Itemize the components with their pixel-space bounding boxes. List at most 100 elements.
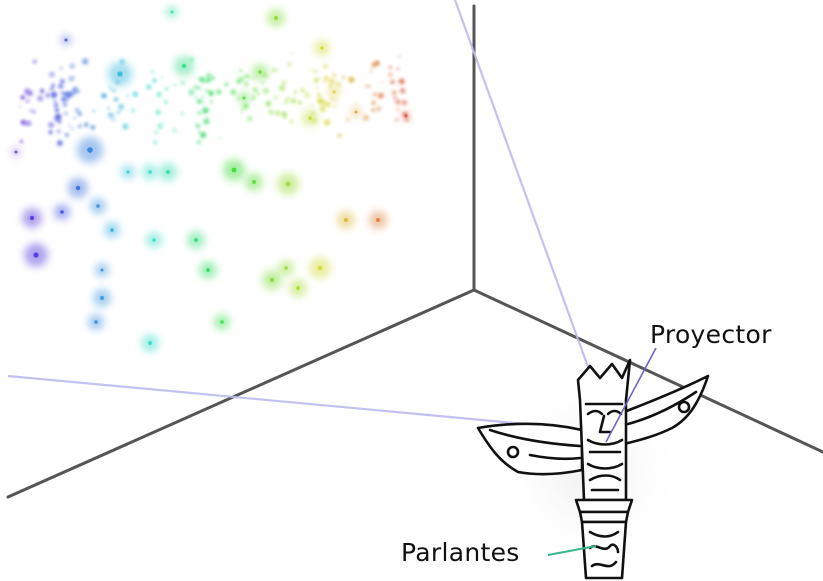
- cloud-point-small: [285, 96, 291, 103]
- cloud-point-small: [55, 113, 62, 120]
- cloud-point-small: [398, 55, 401, 58]
- cloud-point-small: [108, 85, 112, 88]
- cloud-point-small: [206, 117, 209, 119]
- cloud-point-small: [240, 108, 244, 113]
- cloud-point-small: [310, 111, 315, 116]
- cloud-point-small: [62, 102, 68, 107]
- cloud-point-small: [242, 103, 249, 110]
- speakers-label: Parlantes: [401, 538, 520, 567]
- cloud-point-core: [94, 320, 98, 324]
- cloud-point-core: [181, 63, 187, 69]
- cloud-point-small: [49, 71, 55, 78]
- cloud-point-small: [45, 93, 50, 98]
- cloud-point-small: [320, 106, 326, 113]
- totem-left-wing: [476, 422, 584, 476]
- cloud-point-small: [313, 69, 317, 73]
- cloud-point-small: [200, 132, 207, 138]
- cloud-point-small: [72, 91, 77, 95]
- cloud-point-small: [188, 89, 195, 96]
- cloud-point-small: [329, 84, 333, 88]
- cloud-point-small: [201, 95, 205, 98]
- totem-collar-band: [578, 510, 630, 524]
- cloud-point-small: [341, 75, 346, 80]
- cloud-point-core: [194, 238, 198, 242]
- cloud-point-small: [32, 110, 36, 114]
- cloud-point-small: [297, 100, 302, 105]
- cloud-point-small: [399, 87, 406, 94]
- totem-face-eye-right: [606, 409, 623, 416]
- cloud-point-core: [170, 10, 174, 14]
- totem-face-eye-left: [586, 409, 604, 416]
- cloud-point-core: [60, 210, 64, 214]
- cloud-point-core: [64, 38, 68, 42]
- cloud-point-small: [311, 117, 317, 124]
- cloud-point-small: [71, 127, 74, 130]
- cloud-point-small: [68, 124, 71, 127]
- cloud-point-small: [174, 84, 177, 87]
- cloud-point-small: [337, 133, 342, 138]
- cloud-point-small: [268, 109, 274, 115]
- cloud-point-small: [53, 99, 57, 103]
- cloud-point-small: [387, 72, 393, 78]
- cloud-point-small: [401, 100, 407, 106]
- cloud-point-small: [64, 132, 69, 138]
- cloud-point-small: [122, 123, 129, 130]
- cloud-point-small: [364, 84, 368, 88]
- cloud-point-small: [113, 89, 116, 92]
- cloud-point-small: [274, 110, 281, 116]
- cloud-point-core: [242, 96, 246, 100]
- totem-left-wing-eye: [506, 445, 520, 459]
- cloud-point-small: [62, 92, 65, 95]
- cloud-point-small: [26, 120, 32, 127]
- cloud-point-small: [252, 87, 258, 93]
- cloud-point-small: [146, 84, 152, 90]
- totem-base-detail: [588, 530, 620, 538]
- cloud-point-small: [193, 85, 198, 90]
- cloud-point-small: [90, 125, 95, 130]
- cloud-point-small: [316, 86, 320, 90]
- cloud-point-small: [265, 101, 272, 107]
- totem-face-lower: [588, 474, 622, 482]
- cloud-point-small: [256, 92, 260, 95]
- projector-leader-line: [605, 347, 657, 443]
- cloud-point-small: [50, 86, 54, 90]
- cloud-point-core: [252, 180, 256, 184]
- cloud-point-small: [54, 108, 60, 113]
- cloud-point-small: [319, 103, 324, 108]
- cloud-point-small: [57, 140, 63, 146]
- cloud-point-small: [261, 81, 265, 85]
- cloud-point-small: [111, 117, 116, 122]
- cloud-point-small: [59, 66, 63, 70]
- cloud-point-small: [278, 84, 286, 92]
- cloud-point-small: [274, 95, 278, 100]
- totem-right-wing-eye: [677, 400, 691, 414]
- cloud-point-small: [388, 65, 393, 70]
- cloud-point-small: [152, 140, 158, 145]
- cloud-point-small: [164, 86, 169, 91]
- cloud-point-small: [82, 58, 89, 65]
- cloud-point-core: [87, 147, 93, 153]
- cloud-point-small: [329, 78, 335, 85]
- cloud-point-core: [117, 71, 123, 77]
- cloud-point-core: [376, 218, 380, 222]
- cloud-point-small: [287, 62, 292, 67]
- cloud-point-core: [75, 185, 81, 191]
- cloud-point-small: [345, 117, 350, 122]
- cloud-point-small: [92, 109, 96, 113]
- cloud-point-core: [320, 46, 324, 50]
- cloud-point-small: [376, 106, 382, 112]
- cloud-point-small: [53, 103, 59, 108]
- cloud-point-small: [205, 89, 209, 93]
- cloud-point-small: [57, 120, 62, 124]
- cloud-point-small: [243, 81, 249, 87]
- cloud-point-small: [58, 83, 64, 89]
- cloud-point-small: [393, 96, 397, 100]
- cloud-point-small: [372, 92, 377, 97]
- cloud-point-small: [156, 91, 163, 98]
- cloud-point-small: [284, 101, 288, 105]
- cloud-point-core: [344, 218, 348, 222]
- cloud-point-small: [116, 110, 121, 115]
- cloud-point-small: [293, 90, 298, 94]
- cloud-point-small: [77, 111, 82, 116]
- cloud-point-small: [75, 108, 80, 113]
